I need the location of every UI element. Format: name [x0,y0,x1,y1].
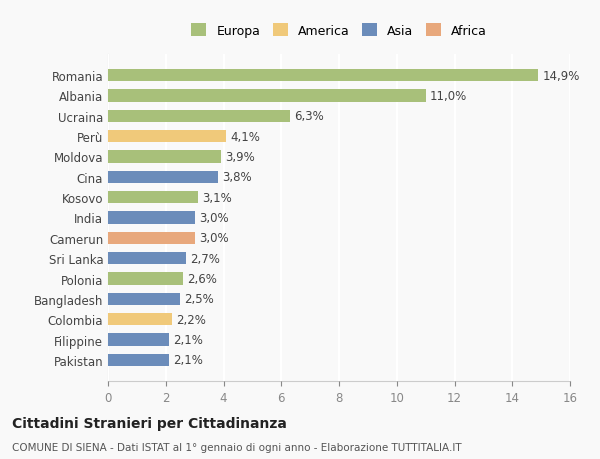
Bar [108,334,169,346]
Text: 4,1%: 4,1% [231,130,260,143]
Text: 2,1%: 2,1% [173,353,203,367]
Bar [108,70,538,82]
Text: 3,1%: 3,1% [202,191,232,204]
Text: 2,5%: 2,5% [185,293,214,306]
Bar [108,293,180,305]
Text: 3,0%: 3,0% [199,232,229,245]
Bar [108,354,169,366]
Bar [108,171,218,184]
Text: 2,1%: 2,1% [173,333,203,346]
Bar [108,131,226,143]
Bar [108,252,186,265]
Text: 14,9%: 14,9% [542,69,580,83]
Bar [108,90,425,102]
Legend: Europa, America, Asia, Africa: Europa, America, Asia, Africa [187,19,491,43]
Text: 2,7%: 2,7% [190,252,220,265]
Bar [108,151,221,163]
Bar [108,313,172,325]
Text: Cittadini Stranieri per Cittadinanza: Cittadini Stranieri per Cittadinanza [12,416,287,430]
Text: 2,6%: 2,6% [187,272,217,285]
Bar [108,232,194,244]
Bar [108,212,194,224]
Bar [108,111,290,123]
Text: 2,2%: 2,2% [176,313,206,326]
Text: COMUNE DI SIENA - Dati ISTAT al 1° gennaio di ogni anno - Elaborazione TUTTITALI: COMUNE DI SIENA - Dati ISTAT al 1° genna… [12,442,461,452]
Text: 11,0%: 11,0% [430,90,467,103]
Bar [108,192,197,204]
Text: 6,3%: 6,3% [294,110,324,123]
Text: 3,9%: 3,9% [225,151,254,164]
Bar [108,273,183,285]
Text: 3,8%: 3,8% [222,171,251,184]
Text: 3,0%: 3,0% [199,212,229,224]
